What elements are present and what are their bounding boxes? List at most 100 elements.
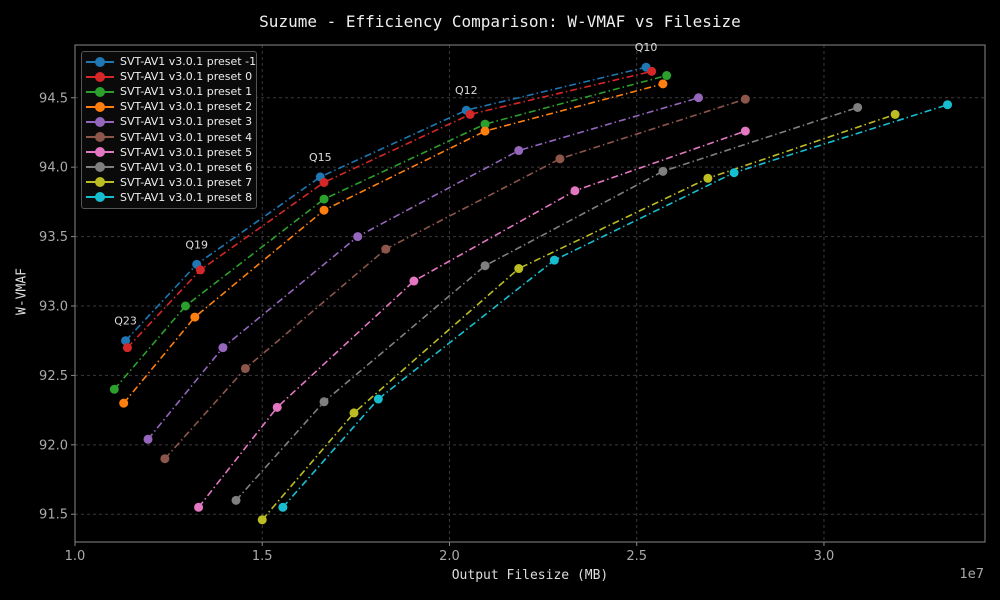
data-point [240,363,250,373]
x-tick-label: 2.0 [439,549,460,564]
legend-swatch [86,192,114,203]
series-1 [122,66,657,353]
legend-swatch [86,101,114,112]
y-axis-label: W-VMAF [14,268,30,315]
data-point [480,126,490,136]
series-line [197,130,746,508]
data-point [570,186,580,196]
y-tick-label: 93.0 [39,299,68,314]
data-point [703,173,713,183]
data-point [658,166,668,176]
y-tick-label: 94.5 [39,91,68,106]
legend-swatch [86,116,114,127]
legend-item: SVT-AV1 v3.0.1 preset 1 [86,84,252,99]
legend-label: SVT-AV1 v3.0.1 preset 3 [120,115,253,129]
legend-swatch [86,56,114,67]
legend-swatch [86,147,114,158]
legend-label: SVT-AV1 v3.0.1 preset 8 [120,190,253,204]
legend-label: SVT-AV1 v3.0.1 preset 5 [120,145,253,159]
quality-annotation: Q23 [114,315,137,328]
quality-annotation: Q10 [635,41,658,54]
data-point [465,109,475,119]
axis-ticks: 1.0 1.5 2.0 2.5 3.0 91.5 92.0 92.5 93.0 93.5 94.0 9… [39,91,834,564]
legend-label: SVT-AV1 v3.0.1 preset 1 [120,85,253,99]
legend-item: SVT-AV1 v3.0.1 preset 6 [86,160,252,175]
series-5 [160,94,750,464]
legend: SVT-AV1 v3.0.1 preset -1 SVT-AV1 v3.0.1 p… [81,51,257,209]
x-tick-label: 3.0 [814,549,835,564]
annotations: Q23 Q19 Q15 Q12 Q10 [114,41,657,327]
y-tick-label: 92.5 [39,369,68,384]
data-point [890,109,900,119]
plot-frame [74,44,986,543]
data-point [121,336,131,346]
data-point [195,265,205,275]
data-point [662,71,672,81]
data-point [373,394,383,404]
data-point [514,146,524,156]
legend-item: SVT-AV1 v3.0.1 preset 4 [86,129,252,144]
quality-annotation: Q19 [185,238,208,251]
series-7 [231,102,863,505]
legend-swatch [86,162,114,173]
data-point [278,502,288,512]
legend-label: SVT-AV1 v3.0.1 preset 4 [120,130,253,144]
data-point [190,312,200,322]
data-point [218,343,228,353]
chart-title: Suzume - Efficiency Comparison: W-VMAF v… [259,12,741,31]
data-point [194,502,204,512]
legend-swatch [86,71,114,82]
data-point [319,397,329,407]
series-2 [109,71,672,394]
series-line [113,74,667,390]
y-tick-label: 93.5 [39,230,68,245]
data-point [480,119,490,129]
legend-item: SVT-AV1 v3.0.1 preset -1 [86,54,256,69]
data-point [180,301,190,311]
quality-annotation: Q12 [455,84,478,97]
data-point [647,66,657,76]
data-point [109,384,119,394]
y-tick-label: 94.0 [39,161,68,176]
data-point [353,232,363,242]
legend-item: SVT-AV1 v3.0.1 preset 7 [86,175,252,190]
data-point [740,126,750,136]
data-point [409,276,419,286]
legend-label: SVT-AV1 v3.0.1 preset -1 [120,55,257,69]
data-point [555,154,565,164]
legend-item: SVT-AV1 v3.0.1 preset 5 [86,145,252,160]
x-axis-exponent: 1e7 [959,567,984,582]
data-point [319,177,329,187]
data-point [160,454,170,464]
legend-item: SVT-AV1 v3.0.1 preset 0 [86,69,252,84]
legend-label: SVT-AV1 v3.0.1 preset 6 [120,160,253,174]
series-3 [119,79,668,408]
legend-item: SVT-AV1 v3.0.1 preset 3 [86,114,252,129]
data-point [480,261,490,271]
data-point [257,515,267,525]
series-9 [278,100,953,512]
legend-swatch [86,132,114,143]
y-tick-label: 92.0 [39,438,68,453]
data-point [549,255,559,265]
data-point [319,205,329,215]
data-point [740,94,750,104]
data-point [231,495,241,505]
series-6 [194,126,750,512]
data-point [119,398,129,408]
data-point [943,100,953,110]
series-line [261,113,896,521]
legend-label: SVT-AV1 v3.0.1 preset 7 [120,175,253,189]
data-point [658,79,668,89]
y-tick-label: 91.5 [39,508,68,523]
series-line [126,70,652,349]
x-axis-label: Output Filesize (MB) [451,568,609,583]
data-point [272,402,282,412]
x-tick-label: 2.5 [626,549,647,564]
series-group [109,62,953,525]
series-line [235,106,858,501]
series-8 [257,109,900,525]
legend-item: SVT-AV1 v3.0.1 preset 8 [86,190,252,205]
data-point [143,434,153,444]
